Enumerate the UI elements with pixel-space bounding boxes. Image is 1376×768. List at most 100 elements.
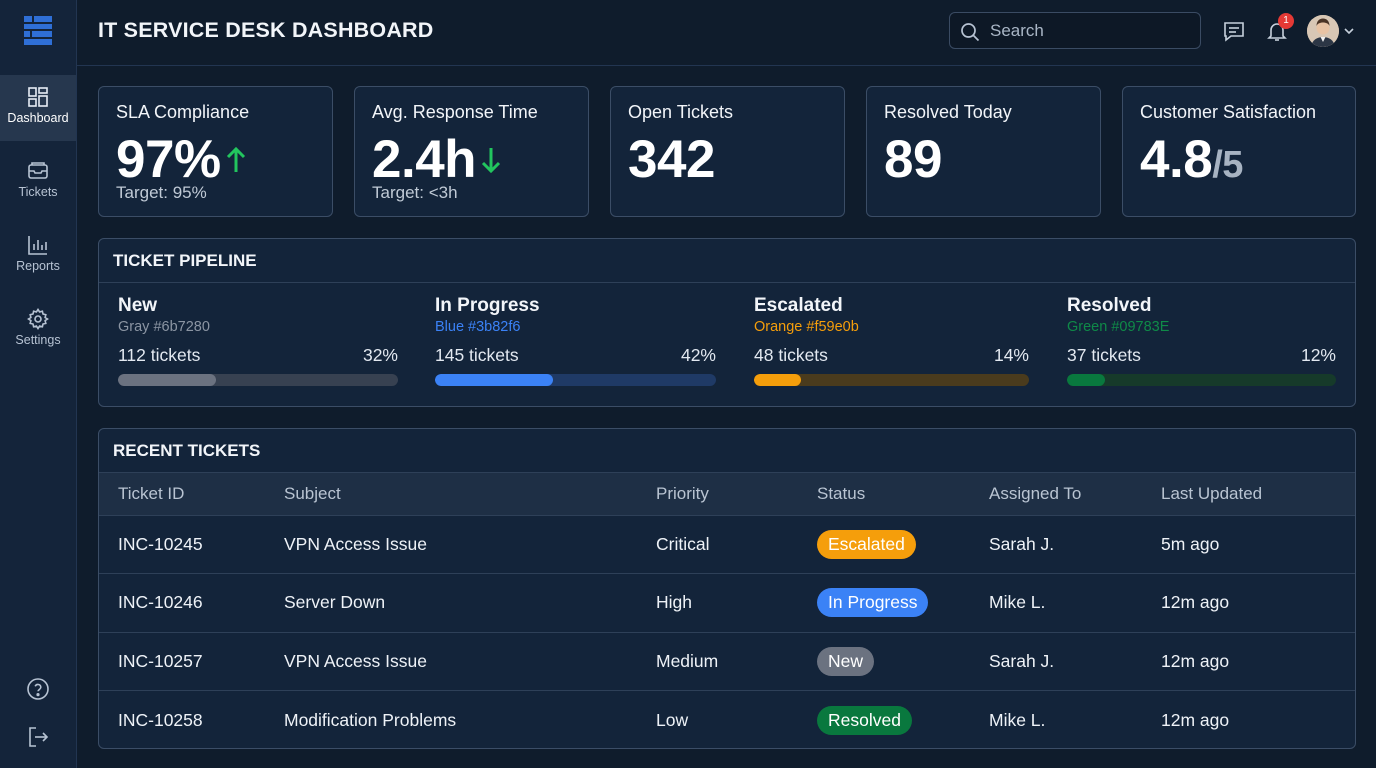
stage-percent: 12% — [1300, 345, 1336, 365]
pipeline-stage-escalated[interactable]: Escalated Orange #f59e0b 48 tickets 14% — [754, 295, 1029, 386]
stage-color-label: Blue #3b82f6 — [435, 319, 521, 335]
ticket-subject: VPN Access Issue — [284, 650, 427, 671]
progress-fill — [118, 374, 216, 386]
arrow-up-icon — [226, 146, 245, 172]
ticket-id[interactable]: INC-10257 — [118, 650, 203, 671]
kpi-number: 97% — [116, 130, 221, 189]
column-header-ticket-id[interactable]: Ticket ID — [118, 483, 185, 503]
kpi-number: 342 — [628, 130, 715, 189]
stage-count: 112 tickets — [118, 345, 201, 365]
kpi-label: Customer Satisfaction — [1140, 102, 1317, 122]
kpi-number: 89 — [884, 130, 942, 189]
kpi-value: 342 — [628, 129, 715, 190]
sidebar-item-dashboard[interactable]: Dashboard — [0, 75, 76, 141]
pipeline-stage-in-progress[interactable]: In Progress Blue #3b82f6 145 tickets 42% — [435, 295, 716, 386]
sidebar: Dashboard Tickets Reports Settings — [0, 0, 77, 768]
stage-percent: 32% — [362, 345, 398, 365]
status-badge: In Progress — [817, 588, 929, 618]
progress-track — [118, 374, 398, 386]
kpi-label: Resolved Today — [884, 102, 1012, 122]
ticket-status-cell: Resolved — [817, 691, 989, 749]
column-header-priority[interactable]: Priority — [656, 483, 709, 503]
search-icon — [961, 23, 980, 42]
kpi-card-response-time: Avg. Response Time 2.4h Target: <3h — [354, 86, 589, 217]
stage-name: New — [118, 295, 158, 316]
panel-title: TICKET PIPELINE — [113, 251, 257, 270]
help-icon[interactable] — [26, 677, 50, 701]
progress-track — [1067, 374, 1336, 386]
chat-icon[interactable] — [1222, 19, 1246, 43]
user-avatar-icon — [1307, 15, 1339, 47]
search-input[interactable] — [988, 19, 1188, 43]
ticket-id[interactable]: INC-10258 — [118, 709, 203, 730]
ticket-id[interactable]: INC-10246 — [118, 592, 203, 613]
ticket-status-cell: In Progress — [817, 574, 989, 633]
ticket-priority: Critical — [656, 533, 710, 554]
gear-icon — [27, 308, 49, 330]
ticket-updated: 12m ago — [1161, 592, 1230, 613]
ticket-updated: 12m ago — [1161, 709, 1230, 730]
kpi-target: Target: 95% — [116, 183, 207, 202]
ticket-priority: Medium — [656, 650, 719, 671]
avatar[interactable] — [1307, 15, 1339, 47]
panel-title: RECENT TICKETS — [113, 441, 261, 460]
app-logo-icon[interactable] — [24, 16, 52, 46]
ticket-assignee: Mike L. — [989, 592, 1046, 613]
column-header-last-updated[interactable]: Last Updated — [1161, 483, 1263, 503]
divider — [99, 472, 1355, 473]
kpi-number: 4.8 — [1140, 130, 1213, 189]
table-row[interactable]: INC-10245 VPN Access Issue Critical Esca… — [99, 515, 1355, 574]
search-box[interactable] — [949, 12, 1201, 49]
ticket-updated: 5m ago — [1161, 533, 1220, 554]
sidebar-item-label: Settings — [15, 333, 61, 347]
column-header-subject[interactable]: Subject — [284, 483, 341, 503]
kpi-card-customer-satisfaction: Customer Satisfaction 4.8/5 — [1122, 86, 1356, 217]
kpi-value: 97% — [116, 129, 247, 190]
top-bar: IT SERVICE DESK DASHBOARD 1 — [77, 0, 1376, 66]
column-header-assigned-to[interactable]: Assigned To — [989, 483, 1082, 503]
pipeline-stage-resolved[interactable]: Resolved Green #09783E 37 tickets 12% — [1067, 295, 1336, 386]
divider — [99, 282, 1355, 283]
table-row[interactable]: INC-10258 Modification Problems Low Reso… — [99, 690, 1355, 749]
status-badge: New — [817, 646, 875, 676]
table-header-row: Ticket ID Subject Priority Status Assign… — [99, 473, 1355, 515]
stage-color-label: Green #09783E — [1067, 319, 1170, 335]
sidebar-item-reports[interactable]: Reports — [0, 223, 76, 289]
arrow-down-icon — [482, 148, 501, 174]
progress-track — [435, 374, 716, 386]
sidebar-item-label: Reports — [16, 259, 60, 273]
progress-fill — [435, 374, 554, 386]
dashboard-icon — [28, 87, 48, 107]
stage-count: 48 tickets — [754, 345, 828, 365]
sidebar-item-label: Tickets — [18, 185, 58, 199]
page-title: IT SERVICE DESK DASHBOARD — [98, 18, 434, 42]
progress-fill — [1067, 374, 1105, 386]
stage-count: 37 tickets — [1067, 345, 1141, 365]
table-row[interactable]: INC-10257 VPN Access Issue Medium New Sa… — [99, 632, 1355, 691]
ticket-subject: VPN Access Issue — [284, 533, 427, 554]
ticket-id[interactable]: INC-10245 — [118, 533, 203, 554]
stage-color-label: Gray #6b7280 — [118, 319, 210, 335]
ticket-assignee: Mike L. — [989, 709, 1046, 730]
pipeline-stage-new[interactable]: New Gray #6b7280 112 tickets 32% — [118, 295, 398, 386]
kpi-label: SLA Compliance — [116, 102, 250, 122]
stage-color-label: Orange #f59e0b — [754, 319, 859, 335]
bar-chart-icon — [28, 236, 47, 255]
status-badge: Resolved — [817, 705, 912, 735]
column-header-status[interactable]: Status — [817, 483, 866, 503]
sidebar-item-label: Dashboard — [7, 111, 69, 125]
inbox-icon — [28, 162, 48, 179]
kpi-target: Target: <3h — [372, 183, 458, 202]
stage-count: 145 tickets — [435, 345, 519, 365]
sidebar-item-settings[interactable]: Settings — [0, 297, 76, 363]
logout-icon[interactable] — [26, 725, 50, 749]
kpi-card-open-tickets: Open Tickets 342 — [610, 86, 845, 217]
progress-track — [754, 374, 1029, 386]
stage-name: In Progress — [435, 295, 540, 316]
ticket-assignee: Sarah J. — [989, 533, 1055, 554]
kpi-card-resolved-today: Resolved Today 89 — [866, 86, 1101, 217]
table-row[interactable]: INC-10246 Server Down High In Progress M… — [99, 573, 1355, 633]
chevron-down-icon[interactable] — [1343, 25, 1355, 37]
sidebar-item-tickets[interactable]: Tickets — [0, 149, 76, 215]
kpi-value: 89 — [884, 129, 942, 190]
